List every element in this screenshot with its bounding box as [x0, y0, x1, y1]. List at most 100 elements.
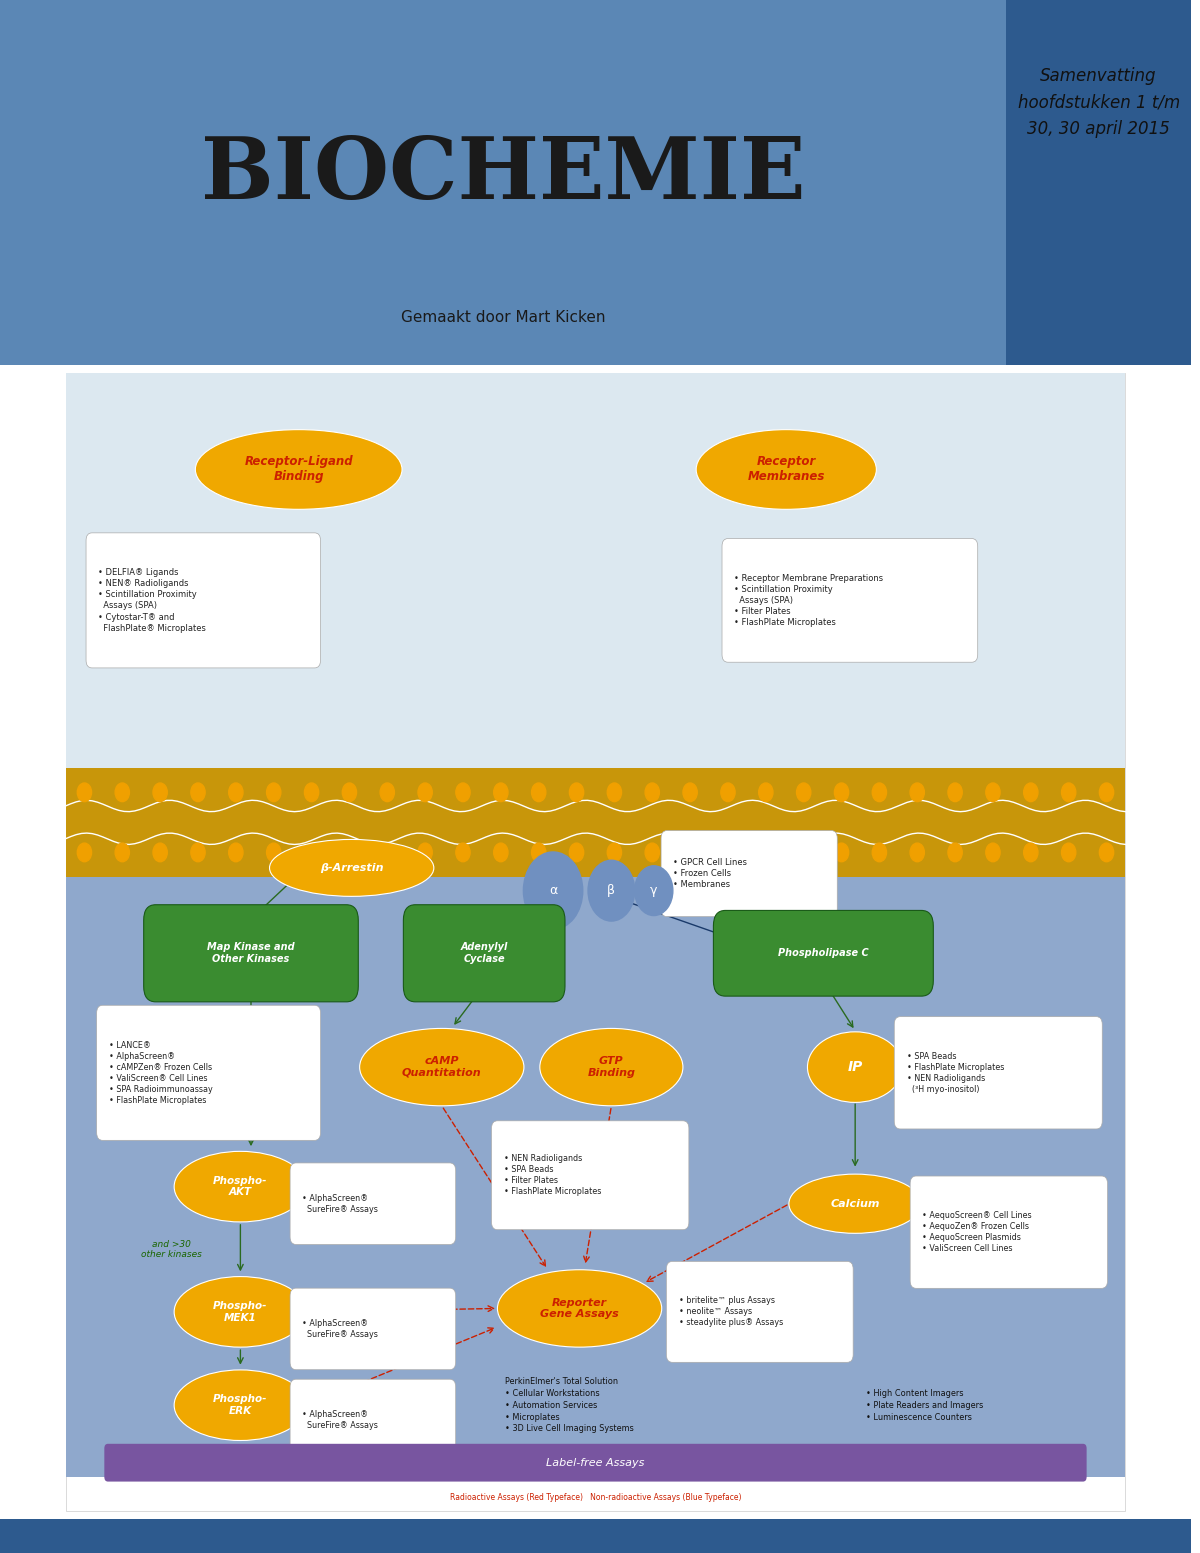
- Circle shape: [152, 783, 167, 801]
- Circle shape: [229, 843, 242, 862]
- FancyBboxPatch shape: [492, 1121, 689, 1230]
- Text: α: α: [548, 884, 557, 898]
- Text: • Receptor Membrane Preparations
• Scintillation Proximity
  Assays (SPA)
• Filt: • Receptor Membrane Preparations • Scint…: [734, 573, 883, 627]
- Circle shape: [607, 843, 622, 862]
- Circle shape: [1062, 843, 1076, 862]
- FancyBboxPatch shape: [894, 1017, 1103, 1129]
- Text: Label-free Assays: Label-free Assays: [546, 1458, 644, 1468]
- Circle shape: [493, 843, 508, 862]
- Circle shape: [570, 783, 583, 801]
- Text: γ: γ: [650, 884, 658, 898]
- FancyBboxPatch shape: [290, 1287, 456, 1370]
- Ellipse shape: [174, 1277, 307, 1346]
- Ellipse shape: [788, 1174, 922, 1233]
- Ellipse shape: [540, 1028, 683, 1106]
- Ellipse shape: [196, 430, 402, 509]
- Text: • SPA Beads
• FlashPlate Microplates
• NEN Radioligands
  (³H myo-inositol): • SPA Beads • FlashPlate Microplates • N…: [906, 1051, 1004, 1093]
- Circle shape: [797, 843, 811, 862]
- Circle shape: [266, 783, 281, 801]
- Ellipse shape: [498, 1270, 661, 1346]
- Text: • AlphaScreen®
  SureFire® Assays: • AlphaScreen® SureFire® Assays: [302, 1194, 378, 1214]
- FancyBboxPatch shape: [66, 877, 1126, 1477]
- Circle shape: [418, 843, 432, 862]
- Circle shape: [523, 853, 583, 929]
- Text: Samenvatting
hoofdstukken 1 t/m
30, 30 april 2015: Samenvatting hoofdstukken 1 t/m 30, 30 a…: [1018, 67, 1180, 138]
- Text: cAMP
Quantitation: cAMP Quantitation: [402, 1056, 481, 1078]
- Circle shape: [418, 783, 432, 801]
- FancyBboxPatch shape: [666, 1261, 853, 1362]
- Circle shape: [721, 783, 736, 801]
- Circle shape: [532, 843, 546, 862]
- FancyBboxPatch shape: [0, 0, 1007, 365]
- FancyBboxPatch shape: [144, 905, 359, 1002]
- FancyBboxPatch shape: [714, 910, 934, 995]
- Text: IP: IP: [847, 1061, 863, 1075]
- FancyBboxPatch shape: [0, 1519, 1190, 1553]
- Text: Calcium: Calcium: [830, 1199, 880, 1208]
- FancyBboxPatch shape: [1007, 0, 1190, 365]
- FancyBboxPatch shape: [66, 767, 1126, 877]
- Text: PerkinElmer's Total Solution
• Cellular Workstations
• Automation Services
• Mic: PerkinElmer's Total Solution • Cellular …: [505, 1378, 634, 1433]
- Circle shape: [1024, 843, 1038, 862]
- Text: • LANCE®
• AlphaScreen®
• cAMPZen® Frozen Cells
• ValiScreen® Cell Lines
• SPA R: • LANCE® • AlphaScreen® • cAMPZen® Froze…: [109, 1041, 212, 1106]
- Circle shape: [380, 843, 395, 862]
- Circle shape: [646, 843, 660, 862]
- Text: • AlphaScreen®
  SureFire® Assays: • AlphaScreen® SureFire® Assays: [302, 1410, 378, 1430]
- Circle shape: [570, 843, 583, 862]
- Text: Radioactive Assays (Red Typeface)   Non-radioactive Assays (Blue Typeface): Radioactive Assays (Red Typeface) Non-ra…: [450, 1492, 742, 1502]
- Text: Receptor
Membranes: Receptor Membranes: [748, 455, 824, 483]
- Circle shape: [986, 843, 1000, 862]
- Circle shape: [646, 783, 660, 801]
- Text: BIOCHEMIE: BIOCHEMIE: [200, 134, 805, 217]
- Text: GTP
Binding: GTP Binding: [587, 1056, 635, 1078]
- Ellipse shape: [808, 1031, 902, 1103]
- Text: • britelite™ plus Assays
• neolite™ Assays
• steadylite plus® Assays: • britelite™ plus Assays • neolite™ Assa…: [679, 1297, 782, 1328]
- Ellipse shape: [174, 1151, 307, 1222]
- Ellipse shape: [696, 430, 876, 509]
- Text: Reporter
Gene Assays: Reporter Gene Assays: [540, 1298, 619, 1318]
- Circle shape: [948, 783, 962, 801]
- FancyBboxPatch shape: [403, 905, 565, 1002]
- Text: Adenylyl
Cyclase: Adenylyl Cyclase: [461, 943, 508, 964]
- Circle shape: [305, 783, 319, 801]
- Circle shape: [910, 783, 924, 801]
- Circle shape: [607, 783, 622, 801]
- Text: β-Arrestin: β-Arrestin: [320, 863, 384, 873]
- Circle shape: [1099, 843, 1114, 862]
- Circle shape: [77, 783, 91, 801]
- FancyBboxPatch shape: [97, 1005, 320, 1140]
- Circle shape: [342, 843, 356, 862]
- Circle shape: [115, 843, 130, 862]
- Circle shape: [1024, 783, 1038, 801]
- Circle shape: [152, 843, 167, 862]
- Text: Phospho-
MEK1: Phospho- MEK1: [214, 1301, 268, 1323]
- FancyBboxPatch shape: [66, 373, 1126, 767]
- Circle shape: [872, 843, 887, 862]
- Circle shape: [77, 843, 91, 862]
- Text: Phospho-
ERK: Phospho- ERK: [214, 1395, 268, 1416]
- Circle shape: [380, 783, 395, 801]
- FancyBboxPatch shape: [290, 1163, 456, 1244]
- Circle shape: [683, 783, 697, 801]
- Circle shape: [115, 783, 130, 801]
- FancyBboxPatch shape: [910, 1176, 1108, 1289]
- Circle shape: [191, 783, 205, 801]
- Circle shape: [532, 783, 546, 801]
- Text: Map Kinase and
Other Kinases: Map Kinase and Other Kinases: [208, 943, 295, 964]
- Circle shape: [191, 843, 205, 862]
- Text: • GPCR Cell Lines
• Frozen Cells
• Membranes: • GPCR Cell Lines • Frozen Cells • Membr…: [673, 857, 748, 890]
- Circle shape: [910, 843, 924, 862]
- FancyBboxPatch shape: [66, 373, 1126, 1511]
- Ellipse shape: [360, 1028, 524, 1106]
- Circle shape: [456, 843, 470, 862]
- Circle shape: [797, 783, 811, 801]
- Circle shape: [683, 843, 697, 862]
- Circle shape: [266, 843, 281, 862]
- Circle shape: [342, 783, 356, 801]
- Text: • AlphaScreen®
  SureFire® Assays: • AlphaScreen® SureFire® Assays: [302, 1318, 378, 1339]
- Circle shape: [834, 783, 848, 801]
- Text: Phospholipase C: Phospholipase C: [778, 949, 869, 958]
- Text: β: β: [607, 884, 616, 898]
- Circle shape: [493, 783, 508, 801]
- FancyBboxPatch shape: [722, 539, 978, 662]
